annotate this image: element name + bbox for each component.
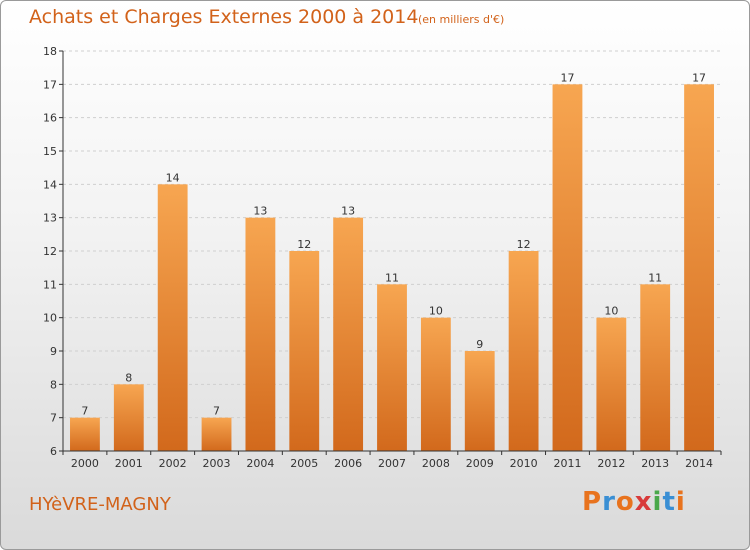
value-label: 13	[341, 205, 355, 218]
value-label: 7	[81, 405, 88, 418]
logo-letter: P	[582, 487, 603, 517]
logo-letter: o	[615, 487, 635, 517]
value-label: 12	[297, 238, 311, 251]
bar-2007	[377, 284, 407, 451]
value-label: 10	[604, 305, 618, 318]
bars	[70, 84, 714, 452]
x-tick-label: 2003	[203, 457, 231, 470]
chart-subtitle: (en milliers d'€)	[418, 13, 505, 26]
bar-2011	[552, 84, 583, 451]
logo-letter: i	[675, 487, 686, 517]
chart-title: Achats et Charges Externes 2000 à 2014	[29, 6, 419, 28]
bar-2000	[70, 417, 100, 451]
logo-letter: t	[662, 487, 676, 517]
value-label: 17	[560, 71, 574, 84]
y-tick-label: 13	[43, 212, 57, 225]
place-name: HYèVRE-MAGNY	[29, 494, 171, 515]
axes	[59, 50, 722, 455]
value-label: 10	[429, 305, 443, 318]
bar-2014	[684, 84, 714, 451]
value-label: 13	[253, 205, 267, 218]
value-label: 8	[125, 371, 132, 384]
value-label: 11	[385, 271, 399, 284]
x-tick-label: 2006	[334, 457, 362, 470]
x-tick-labels: 2000 2001 2002 2003 2004 2005 2006 2007 2008 2009…	[71, 457, 713, 470]
bar-2006	[333, 217, 364, 451]
x-tick-label: 2013	[641, 457, 669, 470]
x-tick-label: 2001	[115, 457, 143, 470]
value-label: 17	[692, 71, 706, 84]
bar-2009	[464, 351, 495, 451]
logo-letter: r	[602, 487, 616, 517]
bar-2001	[113, 384, 144, 451]
y-tick-label: 17	[43, 78, 57, 91]
bar-2008	[420, 317, 451, 451]
y-tick-label: 6	[50, 445, 57, 458]
y-tick-label: 12	[43, 245, 57, 258]
x-tick-label: 2009	[466, 457, 494, 470]
value-label: 14	[166, 171, 180, 184]
y-tick-label: 16	[43, 112, 57, 125]
bar-2004	[245, 217, 276, 451]
y-tick-label: 18	[43, 45, 57, 58]
bar-2013	[640, 284, 671, 451]
bar-2010	[508, 251, 539, 451]
y-tick-label: 15	[43, 145, 57, 158]
y-tick-label: 8	[50, 378, 57, 391]
y-tick-label: 11	[43, 278, 57, 291]
bar-2012	[596, 317, 627, 451]
value-label: 9	[476, 338, 483, 351]
bar-2002	[157, 184, 188, 452]
x-tick-label: 2010	[510, 457, 538, 470]
x-tick-label: 2011	[553, 457, 581, 470]
x-tick-label: 2004	[246, 457, 274, 470]
value-labels: 7 8 14 7 13 12 13 11 10 9 12 17 10 11 17	[81, 71, 706, 417]
x-tick-label: 2002	[159, 457, 187, 470]
y-tick-label: 7	[50, 412, 57, 425]
y-tick-label: 9	[50, 345, 57, 358]
proxiti-logo: Proxiti	[582, 487, 686, 517]
y-tick-label: 14	[43, 178, 57, 191]
logo-letter: i	[652, 487, 663, 517]
x-tick-label: 2000	[71, 457, 99, 470]
bar-2005	[289, 251, 320, 451]
value-label: 11	[648, 271, 662, 284]
logo-letter: x	[634, 487, 653, 517]
value-label: 12	[517, 238, 531, 251]
x-tick-label: 2007	[378, 457, 406, 470]
y-tick-label: 10	[43, 312, 57, 325]
x-tick-label: 2012	[597, 457, 625, 470]
value-label: 7	[213, 405, 220, 418]
bar-2003	[201, 417, 232, 451]
x-tick-label: 2014	[685, 457, 713, 470]
y-tick-labels: 6 7 8 9 10 11 12 13 14 15 16 17 18	[43, 45, 57, 458]
x-tick-label: 2005	[290, 457, 318, 470]
x-tick-label: 2008	[422, 457, 450, 470]
